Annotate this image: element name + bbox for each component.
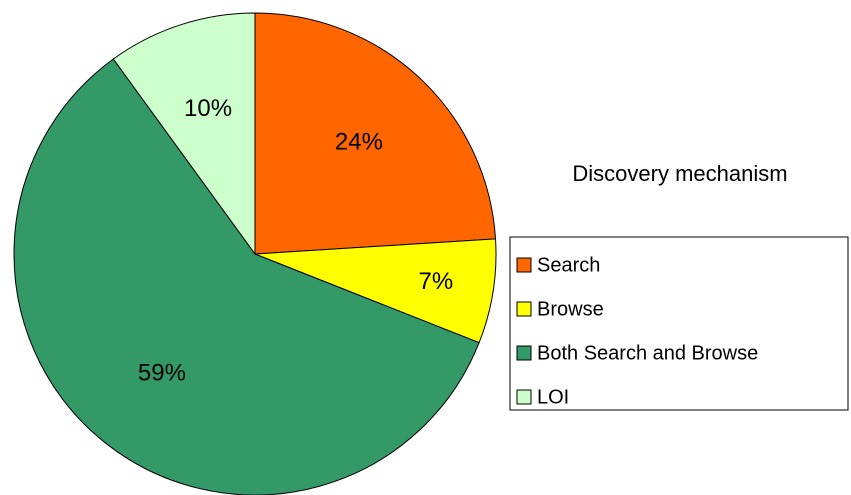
slice-label: 10% [184, 95, 232, 122]
legend-label: Browse [537, 298, 604, 320]
legend-label: LOI [537, 386, 569, 408]
chart-title: Discovery mechanism [572, 161, 787, 186]
legend-swatch [516, 257, 532, 273]
legend-label: Both Search and Browse [537, 342, 758, 364]
legend-swatch [516, 345, 532, 361]
legend-swatch [516, 301, 532, 317]
pie-slice [112, 12, 256, 256]
slice-label: 24% [335, 129, 383, 156]
slice-label: 7% [419, 268, 454, 295]
pie-slice [254, 12, 497, 255]
legend-swatch [516, 389, 532, 405]
legend-label: Search [537, 254, 600, 276]
pie-slice [254, 238, 497, 344]
legend-box [509, 236, 849, 411]
pie-slice [13, 58, 480, 495]
slice-label: 59% [138, 359, 186, 386]
